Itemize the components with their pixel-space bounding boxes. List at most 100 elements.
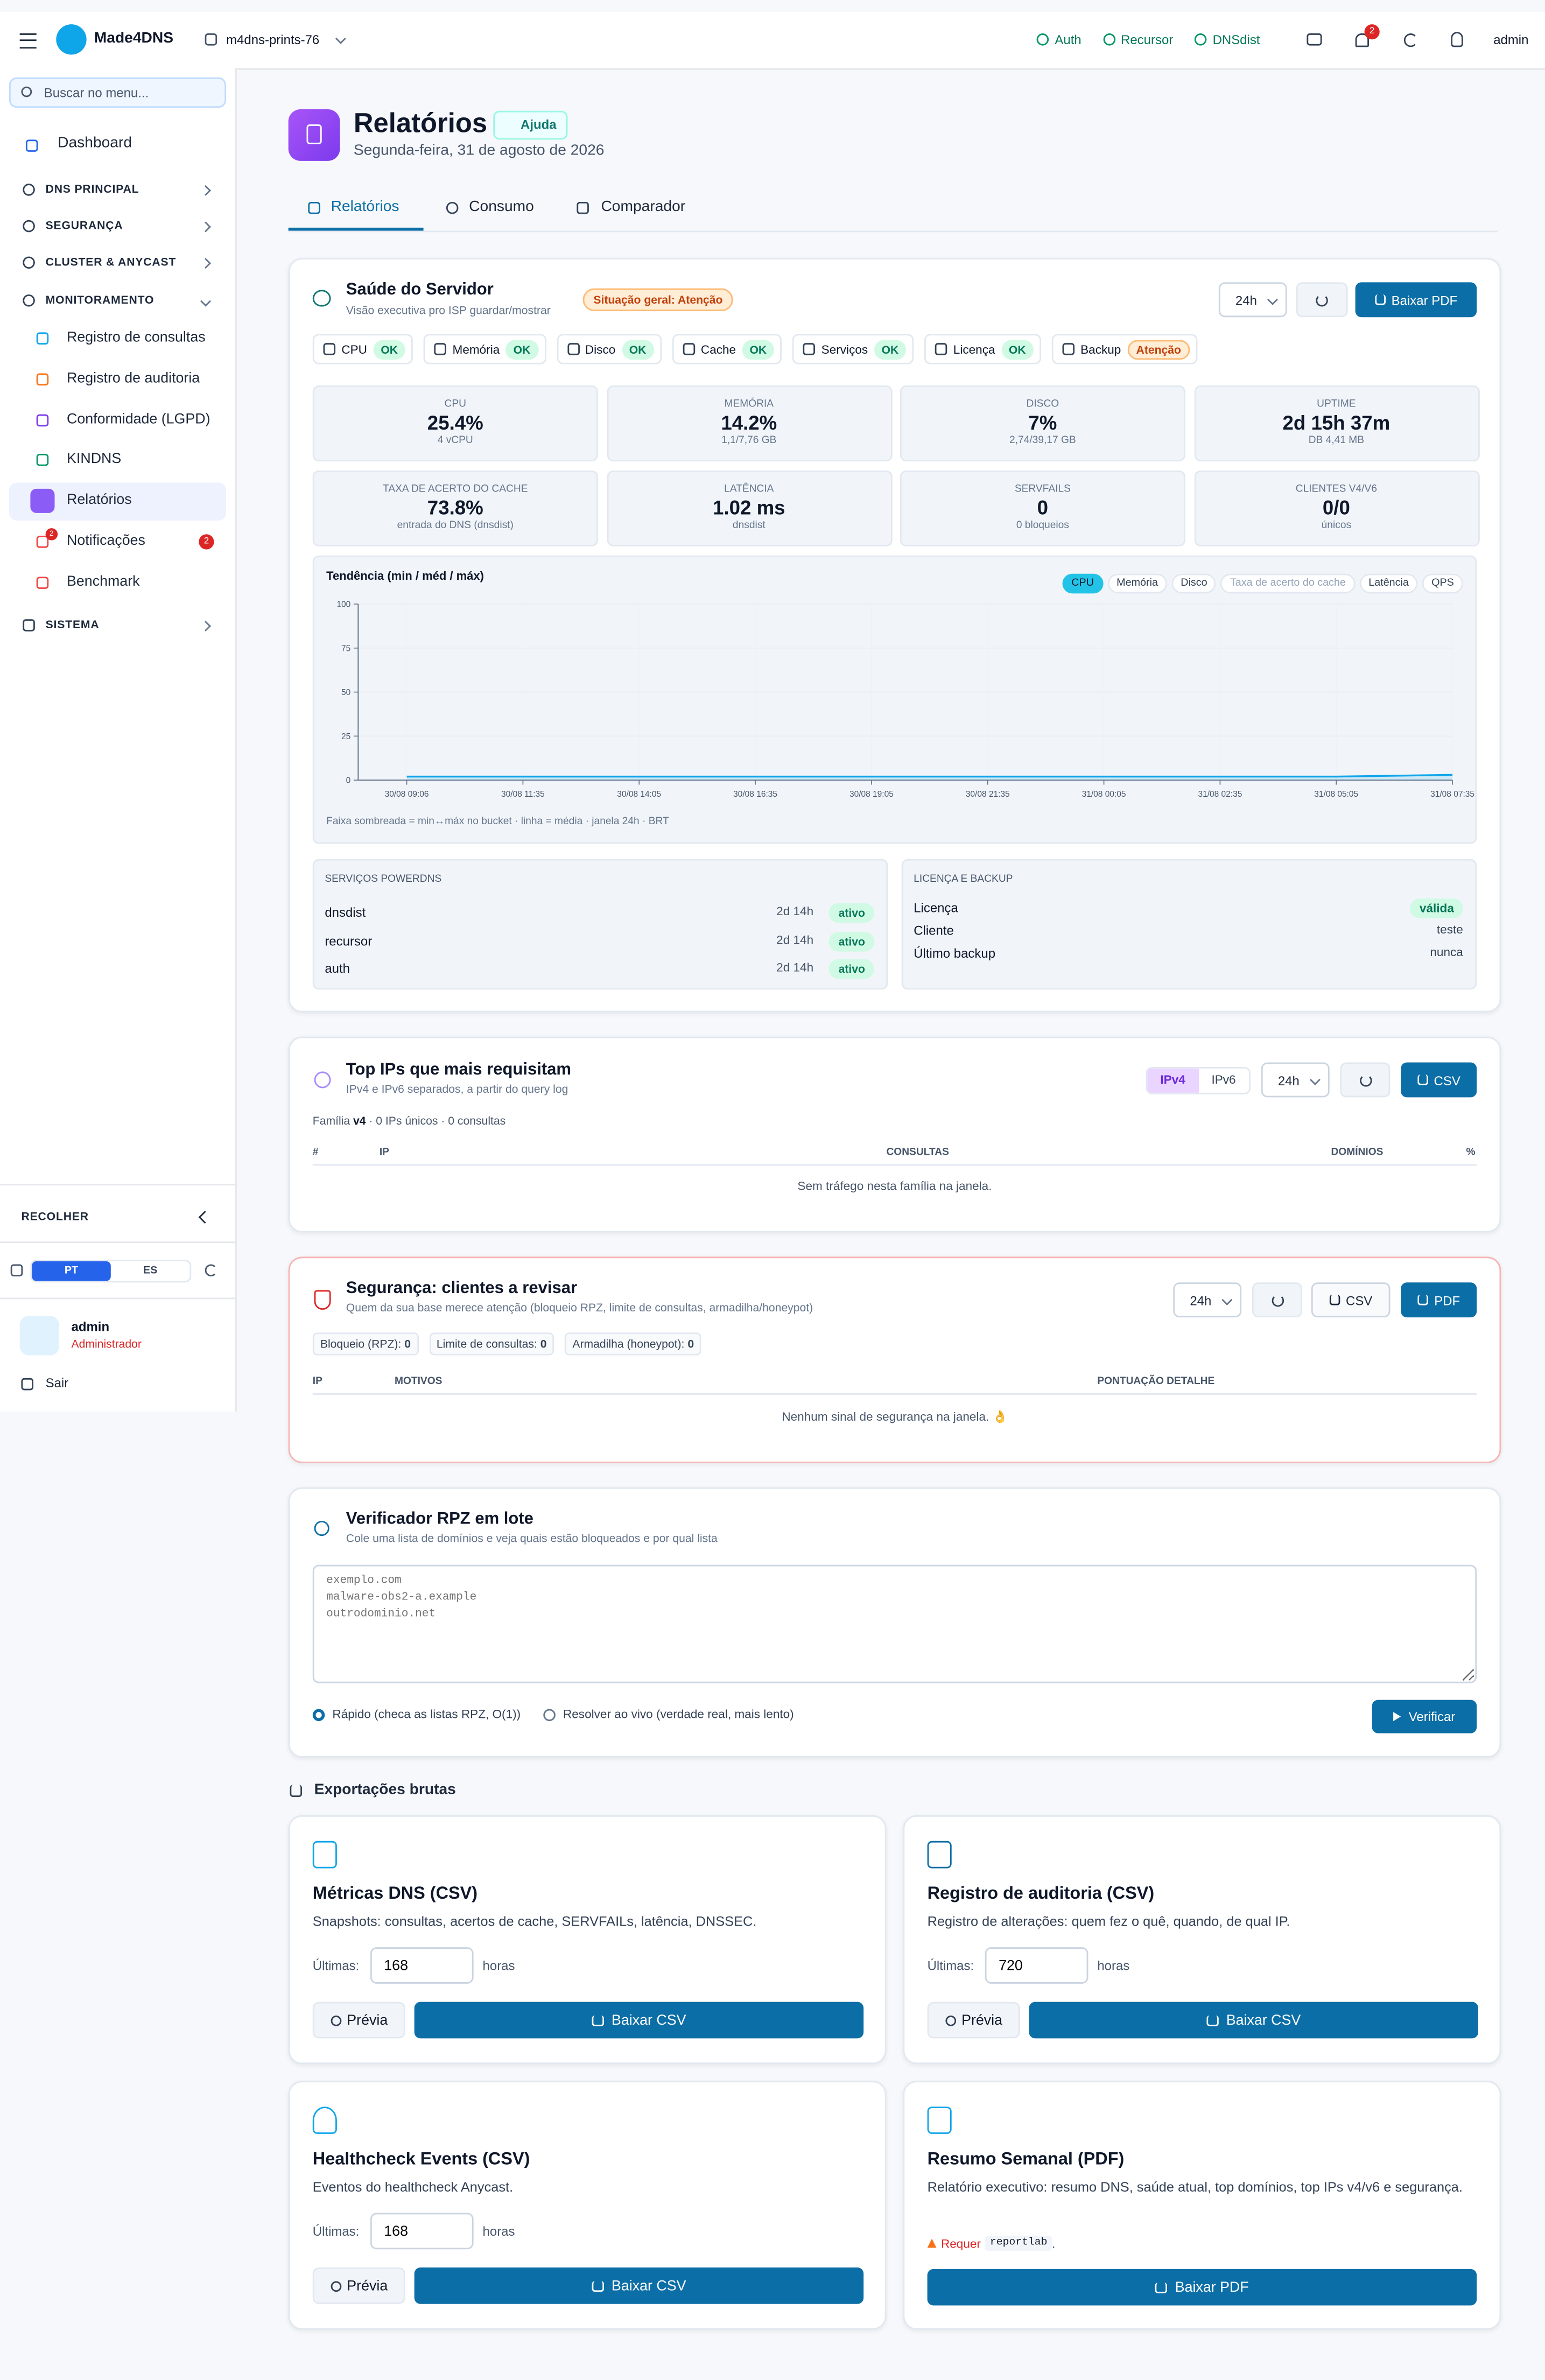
radio[interactable] bbox=[543, 1709, 556, 1722]
help-button[interactable]: Ajuda bbox=[493, 110, 567, 140]
download-button[interactable]: Baixar CSV bbox=[1029, 2002, 1478, 2039]
metric-label: UPTIME bbox=[1317, 399, 1356, 410]
export-card: Registro de auditoria (CSV) Registro de a… bbox=[903, 1815, 1501, 2065]
nav-item[interactable]: Conformidade (LGPD) bbox=[67, 411, 210, 429]
preview-button[interactable]: Prévia bbox=[312, 2002, 405, 2039]
nav-item[interactable]: Benchmark bbox=[67, 573, 140, 591]
range-select[interactable]: 24h bbox=[1218, 282, 1287, 318]
radio-checked[interactable] bbox=[312, 1709, 325, 1722]
menu-toggle[interactable] bbox=[19, 33, 37, 49]
bell[interactable] bbox=[1355, 33, 1370, 47]
server-select[interactable]: m4dns-prints-76 bbox=[226, 32, 320, 47]
verify-button[interactable]: Verificar bbox=[1372, 1700, 1477, 1733]
tab[interactable]: Comparador bbox=[601, 199, 686, 216]
check-name: CPU bbox=[341, 342, 367, 356]
nav-item[interactable]: KINDNS bbox=[67, 451, 122, 468]
docs-icon[interactable] bbox=[1307, 33, 1322, 46]
y-tick-label: 75 bbox=[341, 644, 350, 653]
metric-tile: UPTIME 2d 15h 37m DB 4,41 MB bbox=[1193, 385, 1479, 462]
range-select[interactable]: 24h bbox=[1173, 1282, 1242, 1318]
item-icon bbox=[36, 332, 49, 345]
export-desc: Snapshots: consultas, acertos de cache, … bbox=[312, 1914, 757, 1929]
domain-list[interactable] bbox=[312, 1564, 1477, 1683]
nav-dashboard[interactable]: Dashboard bbox=[58, 135, 132, 152]
health-card: Saúde do Servidor Visão executiva pro IS… bbox=[288, 258, 1501, 1013]
card-title: Verificador RPZ em lote bbox=[346, 1510, 533, 1529]
metric-chip[interactable]: QPS bbox=[1422, 573, 1463, 594]
range-select[interactable]: 24h bbox=[1261, 1062, 1330, 1098]
nav-group[interactable]: SISTEMA bbox=[45, 617, 100, 631]
nav-item[interactable]: Registro de consultas bbox=[67, 329, 206, 346]
export-title: Healthcheck Events (CSV) bbox=[312, 2150, 530, 2169]
csv-button[interactable]: CSV bbox=[1311, 1282, 1390, 1318]
user-name: admin bbox=[71, 1318, 110, 1335]
logout[interactable]: Sair bbox=[45, 1375, 69, 1391]
tab-icon bbox=[446, 201, 459, 214]
refresh-button[interactable] bbox=[1252, 1282, 1302, 1318]
nav-item[interactable]: Relatórios bbox=[67, 492, 132, 509]
preview-button[interactable]: Prévia bbox=[312, 2267, 405, 2304]
csv-button[interactable]: CSV bbox=[1401, 1062, 1477, 1098]
user-icon[interactable] bbox=[1451, 32, 1463, 47]
family-option[interactable]: IPv6 bbox=[1211, 1073, 1236, 1087]
refresh-button[interactable] bbox=[1340, 1062, 1390, 1098]
hours-input[interactable] bbox=[370, 1947, 474, 1984]
radio-label[interactable]: Resolver ao vivo (verdade real, mais len… bbox=[563, 1707, 794, 1722]
theme-toggle[interactable] bbox=[205, 1264, 217, 1277]
download-icon bbox=[1155, 2281, 1168, 2293]
tab-active[interactable]: Relatórios bbox=[331, 199, 399, 216]
download-button[interactable]: Baixar CSV bbox=[414, 2267, 864, 2304]
metric-chip[interactable]: Latência bbox=[1359, 573, 1418, 594]
table-rule bbox=[312, 1164, 1477, 1166]
metric-tile: TAXA DE ACERTO DO CACHE 73.8% entrada do D… bbox=[312, 470, 598, 546]
check-status: Atenção bbox=[1127, 339, 1190, 359]
service-name: dnsdist bbox=[325, 904, 366, 920]
nav-item[interactable]: Notificações bbox=[67, 532, 145, 550]
user-name[interactable]: admin bbox=[1493, 32, 1529, 47]
nav-group[interactable]: DNS PRINCIPAL bbox=[45, 182, 139, 196]
hours-label: Últimas: bbox=[312, 1957, 360, 1974]
service-status: Auth bbox=[1036, 32, 1082, 47]
metric-label: DISCO bbox=[1026, 399, 1059, 410]
hours-input[interactable] bbox=[370, 2213, 474, 2250]
tab[interactable]: Consumo bbox=[469, 199, 534, 216]
nav-item[interactable]: Registro de auditoria bbox=[67, 370, 200, 387]
check-icon bbox=[683, 343, 695, 355]
refresh-button[interactable] bbox=[1296, 282, 1348, 318]
metric-chip[interactable]: Disco bbox=[1171, 573, 1217, 594]
lang-option[interactable]: PT bbox=[32, 1261, 111, 1281]
check-icon bbox=[567, 343, 579, 355]
page-date: Segunda-feira, 31 de agosto de 2026 bbox=[353, 143, 605, 160]
nav-group[interactable]: SEGURANÇA bbox=[45, 218, 123, 233]
card-title: Segurança: clientes a revisar bbox=[346, 1279, 578, 1298]
collapse-icon[interactable] bbox=[198, 1211, 212, 1224]
pdf-button[interactable]: PDF bbox=[1401, 1282, 1477, 1318]
metric-chip[interactable]: Taxa de acerto do cache bbox=[1220, 573, 1355, 594]
export-desc: Eventos do healthcheck Anycast. bbox=[312, 2179, 514, 2195]
metric-chip[interactable]: Memória bbox=[1107, 573, 1167, 594]
service-status: DNSdist bbox=[1194, 32, 1260, 47]
check-pill: Licença OK bbox=[924, 334, 1041, 364]
nav-group[interactable]: MONITORAMENTO bbox=[45, 293, 154, 307]
column-header: IP bbox=[379, 1147, 389, 1159]
search-box[interactable]: Buscar no menu... bbox=[9, 77, 227, 108]
status-label: Recursor bbox=[1121, 32, 1174, 47]
pdf-button[interactable]: Baixar PDF bbox=[1355, 282, 1477, 318]
preview-button[interactable]: Prévia bbox=[927, 2002, 1020, 2039]
hours-input[interactable] bbox=[985, 1947, 1088, 1984]
theme-toggle[interactable] bbox=[1403, 33, 1418, 47]
download-button[interactable]: Baixar CSV bbox=[414, 2002, 864, 2039]
sistema-icon bbox=[23, 619, 35, 631]
download-button[interactable]: Baixar PDF bbox=[927, 2269, 1477, 2306]
check-icon bbox=[323, 343, 336, 355]
warning-text: Requer bbox=[940, 2236, 981, 2250]
lang-option[interactable]: ES bbox=[143, 1266, 158, 1277]
family-option[interactable]: IPv4 bbox=[1147, 1068, 1198, 1093]
radio-label[interactable]: Rápido (checa as listas RPZ, O(1)) bbox=[332, 1707, 521, 1722]
metric-chip[interactable]: CPU bbox=[1062, 573, 1103, 594]
collapse[interactable]: RECOLHER bbox=[21, 1209, 89, 1224]
metric-value: 0 bbox=[1037, 496, 1049, 519]
license-key: Cliente bbox=[914, 923, 954, 938]
nav-group[interactable]: CLUSTER & ANYCAST bbox=[45, 255, 177, 269]
